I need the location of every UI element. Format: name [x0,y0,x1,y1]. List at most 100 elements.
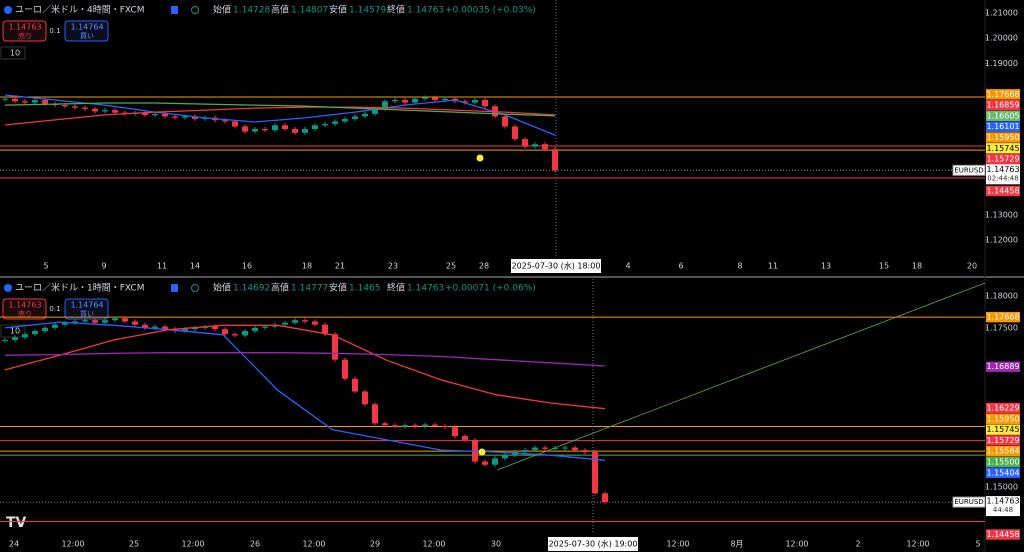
candle [32,100,38,103]
x-tick-label: 4 [625,262,630,271]
level-label: 1.15729 [986,436,1019,445]
candle [162,113,168,117]
candle [432,424,438,426]
ohlc-label: 終値 [387,4,405,16]
level-label: 1.15729 [986,155,1019,164]
candle [522,139,528,147]
candle [552,149,558,171]
candle [502,455,508,459]
ohlc-label: 始値 [213,282,231,294]
candle [232,121,238,127]
candle [592,451,598,494]
candle [292,320,298,323]
crosshair-time: 2025-07-30 (水) 19:00 [549,539,638,549]
buy-label: 買い [80,310,94,318]
level-label: 1.16229 [986,404,1019,413]
ohlc-label: 高値 [271,282,289,294]
candle [462,101,468,103]
candle [452,427,458,437]
quantity: 0.1 [49,27,60,35]
candle [482,461,488,465]
logo: TV [6,515,27,531]
low-label: 1.14458 [986,530,1019,539]
x-tick-label: 18 [302,262,312,271]
candle [362,391,368,405]
x-tick-label: 30 [491,540,501,549]
sell-button[interactable] [2,298,47,320]
x-tick-label: 25 [446,262,456,271]
x-tick-label: 23 [388,262,398,271]
x-tick-label: 12:00 [422,540,445,549]
lots-dropdown[interactable] [0,46,26,60]
candle [382,423,388,426]
candle [82,107,88,109]
ohlc-value: 1.14777 [291,284,328,294]
candle [262,326,268,328]
candle [552,448,558,450]
moving-average [4,324,606,410]
y-tick-label: 1.18000 [985,292,1018,301]
candle [262,129,268,131]
candle [442,98,448,101]
flag-icon [171,284,178,292]
ohlc-value: 1.1465 [349,284,381,294]
level-label: 1.15564 [986,447,1019,456]
crosshair-time-box [511,259,601,273]
buy-button[interactable] [64,20,109,42]
x-tick-label: 18 [912,262,922,271]
ohlc-label: 終値 [387,282,405,294]
ohlc-value: 1.14763 [407,6,444,16]
level-label-box [986,89,1020,100]
candle [222,329,228,335]
level-label-box [986,153,1020,165]
candle [52,324,58,328]
x-tick-label: 16 [242,262,252,271]
candle [342,359,348,379]
flag-icon [171,6,178,14]
candle [332,334,338,360]
sell-button[interactable] [2,20,47,42]
candle [102,320,108,323]
symbol-label: EURUSD [954,498,983,506]
candle [402,100,408,103]
candle [12,98,18,102]
event-marker [476,154,484,162]
candle [252,327,258,332]
sell-label: 売り [18,31,32,40]
candle [112,318,118,321]
level-label-box [986,361,1020,372]
x-tick-label: 28 [479,262,489,271]
level-label-box [986,311,1020,323]
level-label-box [986,413,1020,425]
level-label: 1.17668 [986,90,1019,99]
candle [532,144,538,147]
x-tick-label: 26 [250,540,260,549]
x-tick-label: 12:00 [302,540,325,549]
candle [372,108,378,114]
y-tick-label: 1.19000 [985,59,1018,68]
symbol-label: EURUSD [954,166,983,174]
buy-button[interactable] [64,298,109,320]
ohlc-value: 1.14728 [233,6,270,16]
x-tick-label: 29 [370,540,380,549]
quantity: 0.1 [49,305,60,313]
candle [392,100,398,102]
ohlc-label: 高値 [271,4,289,16]
level-label: 1.15950 [986,414,1019,423]
x-tick-label: 9 [101,262,106,271]
level-label: 1.16605 [986,111,1019,120]
level-label-box [986,467,1020,479]
candle [92,108,98,112]
candle [72,321,78,323]
level-label-box [986,435,1020,446]
event-marker [478,448,486,456]
candle [422,424,428,427]
level-label: 1.15500 [986,458,1019,467]
candle [282,125,288,130]
moving-average [4,352,606,367]
current-price-box [986,164,1020,185]
candle [212,326,218,330]
moving-average [4,321,606,461]
level-label: 1.16859 [986,101,1019,110]
candle [362,113,368,117]
